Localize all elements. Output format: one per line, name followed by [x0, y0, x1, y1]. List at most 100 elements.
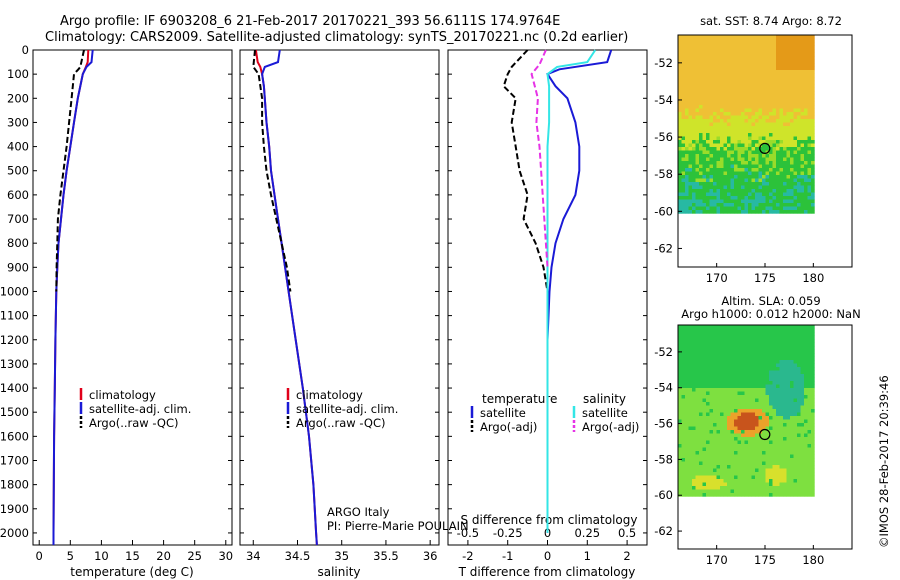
salinity-satellite-adj-clim-line: [261, 49, 318, 546]
depth-tick-label: 1500: [0, 405, 29, 419]
pi-annotation: PI: Pierre-Marie POULAIN: [327, 519, 469, 533]
argo-italy-annotation: ARGO Italy: [327, 505, 390, 519]
salinity-axes-frame: [239, 49, 440, 546]
difference-salinity-satellite-line: [546, 49, 597, 533]
salinity-xtick-label: 35.5: [373, 549, 399, 563]
x2-tick-label: 0: [544, 526, 551, 540]
x2-tick-label: 0.25: [574, 526, 600, 540]
sst-lat-label: -58: [654, 167, 673, 181]
temperature-argo-raw-qc-line: [55, 49, 85, 292]
temperature-legend-label: Argo(-adj): [480, 420, 537, 434]
depth-tick-label: 0: [22, 43, 29, 57]
difference-panel: T difference from climatology S differen…: [447, 49, 648, 579]
sla-lat-label: -62: [654, 524, 673, 538]
depth-tick-label: 800: [7, 236, 29, 250]
depth-tick-label: 1600: [0, 429, 29, 443]
sst-lon-label: 175: [754, 271, 776, 285]
temperature-climatology-line: [52, 49, 90, 545]
sla-map-panel: Altim. SLA: 0.059 Argo h1000: 0.012 h200…: [654, 294, 860, 567]
sla-map-title-line1: Altim. SLA: 0.059: [721, 294, 820, 308]
figure-title-line1: Argo profile: IF 6903208_6 21-Feb-2017 2…: [60, 14, 561, 29]
depth-tick-label: 100: [7, 67, 29, 81]
depth-tick-label: 2000: [0, 526, 29, 540]
figure-title-line2: Climatology: CARS2009. Satellite-adjuste…: [45, 30, 629, 45]
temperature-xtick-label: 30: [218, 549, 233, 563]
depth-tick-label: 400: [7, 140, 29, 154]
depth-tick-label: 500: [7, 164, 29, 178]
salinity-xlabel: salinity: [317, 565, 360, 579]
depth-tick-label: 300: [7, 115, 29, 129]
sla-map-title-line2: Argo h1000: 0.012 h2000: NaN: [681, 307, 860, 321]
temperature-legend-label: climatology: [89, 388, 156, 402]
sst-lon-label: 180: [802, 271, 824, 285]
temperature-axes-frame: [32, 49, 233, 546]
x2-tick-label: -0.25: [493, 526, 523, 540]
depth-tick-label: 1100: [0, 309, 29, 323]
sst-lat-label: -54: [654, 93, 673, 107]
difference-xtick-label: 0: [544, 549, 551, 563]
temperature-xtick-label: 5: [67, 549, 74, 563]
temperature-panel: temperature (deg C) 0 5 10 15 20 25 3001002003…: [0, 43, 233, 579]
sla-field: [678, 325, 815, 497]
sla-lat-label: -52: [654, 345, 673, 359]
temperature-xtick-label: 10: [94, 549, 109, 563]
temperature-xtick-label: 0: [36, 549, 43, 563]
sst-lat-label: -60: [654, 204, 673, 218]
salinity-legend-label: Argo(..raw -QC): [296, 416, 386, 430]
depth-tick-label: 1300: [0, 357, 29, 371]
sla-lon-label: 180: [802, 553, 824, 567]
sla-lat-label: -60: [654, 488, 673, 502]
depth-tick-label: 1700: [0, 453, 29, 467]
difference-xtick-label: 1: [584, 549, 591, 563]
salinity-climatology-line: [254, 49, 318, 546]
difference-temperature-argo-adj-line: [502, 49, 549, 292]
temperature-legend-label: satellite-adj. clim.: [89, 402, 191, 416]
sst-lat-label: -56: [654, 130, 673, 144]
sst-field: [678, 35, 815, 214]
sst-lat-label: -62: [654, 241, 673, 255]
salinity-panel: salinity ARGO Italy PI: Pierre-Marie POU…: [239, 49, 469, 579]
salinity-xtick-label: 34.5: [285, 549, 311, 563]
sst-map-title: sat. SST: 8.74 Argo: 8.72: [700, 14, 842, 28]
sst-lat-label: -52: [654, 56, 673, 70]
salinity-argo-raw-qc-line: [252, 49, 292, 292]
depth-tick-label: 900: [7, 260, 29, 274]
depth-tick-label: 1900: [0, 502, 29, 516]
depth-tick-label: 1200: [0, 333, 29, 347]
salinity-legend-label: climatology: [296, 388, 363, 402]
difference-xtick-label: 2: [623, 549, 630, 563]
depth-tick-label: 600: [7, 188, 29, 202]
depth-tick-label: 1800: [0, 478, 29, 492]
sla-lat-label: -54: [654, 381, 673, 395]
temperature-legend-label: Argo(..raw -QC): [89, 416, 179, 430]
salinity-xtick-label: 36: [423, 549, 438, 563]
sla-argo-marker: [759, 428, 771, 441]
sla-lat-label: -58: [654, 452, 673, 466]
temperature-xtick-label: 15: [125, 549, 140, 563]
salinity-legend-label: satellite-adj. clim.: [296, 402, 398, 416]
legend-salinity-title: salinity: [583, 392, 626, 406]
difference-xtick-label: -1: [502, 549, 513, 563]
sst-map-panel: sat. SST: 8.74 Argo: 8.72 170 175 180 -52 -5…: [654, 14, 853, 285]
s-difference-xlabel: S difference from climatology: [461, 513, 638, 527]
sst-lon-label: 170: [706, 271, 728, 285]
depth-tick-label: 1400: [0, 381, 29, 395]
difference-temperature-satellite-line: [545, 49, 613, 533]
credit-text: ©IMOS 28-Feb-2017 20:39:46: [877, 375, 891, 548]
sla-lon-label: 175: [754, 553, 776, 567]
difference-xtick-label: -2: [462, 549, 473, 563]
sst-argo-marker: [759, 142, 771, 155]
salinity-xtick-label: 34: [246, 549, 261, 563]
temperature-xtick-label: 25: [187, 549, 202, 563]
sla-lon-label: 170: [706, 553, 728, 567]
salinity-legend-label: satellite: [582, 406, 628, 420]
sla-lat-label: -56: [654, 417, 673, 431]
t-difference-xlabel: T difference from climatology: [458, 565, 636, 579]
temperature-xlabel: temperature (deg C): [70, 565, 193, 579]
depth-tick-label: 200: [7, 91, 29, 105]
salinity-legend-label: Argo(-adj): [582, 420, 639, 434]
temperature-legend-label: satellite: [480, 406, 526, 420]
temperature-xtick-label: 20: [156, 549, 171, 563]
x2-tick-label: -0.5: [457, 526, 479, 540]
